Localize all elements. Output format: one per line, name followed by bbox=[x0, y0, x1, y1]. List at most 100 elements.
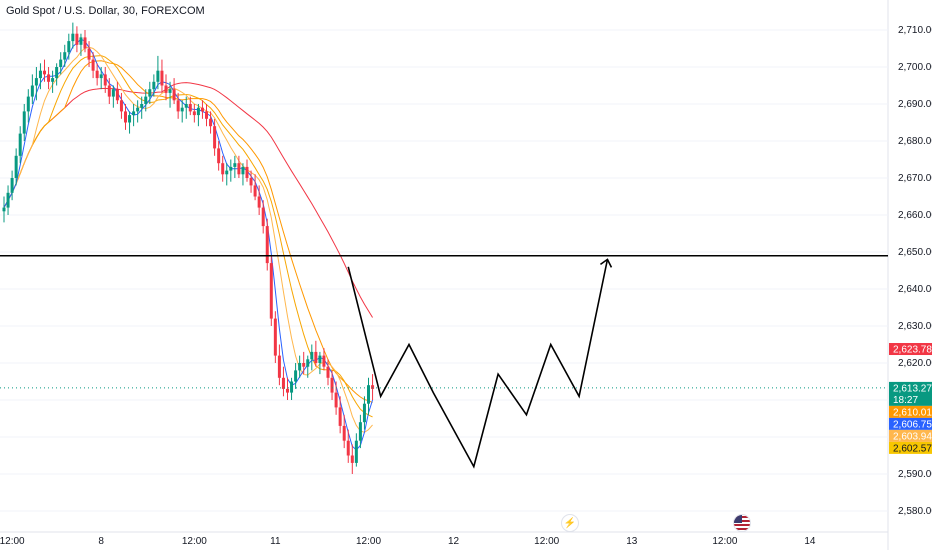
price-badge-label: 2,613.27 bbox=[893, 383, 932, 394]
candle-body bbox=[371, 385, 375, 389]
candle-body bbox=[22, 111, 26, 134]
candle-body bbox=[124, 111, 127, 123]
price-badge-label: 2,610.01 bbox=[893, 407, 932, 418]
candle-body bbox=[168, 89, 172, 93]
candle-body bbox=[277, 355, 281, 378]
price-badge bbox=[889, 405, 932, 418]
x-tick-label: 14 bbox=[804, 536, 816, 547]
price-badge bbox=[889, 381, 932, 406]
candle-body bbox=[310, 351, 314, 360]
y-tick-label: 2,580.00 bbox=[898, 506, 932, 517]
candle-body bbox=[261, 207, 265, 227]
candle-body bbox=[318, 355, 322, 363]
candle-body bbox=[160, 70, 164, 86]
y-tick-label: 2,660.00 bbox=[898, 210, 932, 221]
candle-body bbox=[34, 78, 38, 86]
y-tick-label: 2,620.00 bbox=[898, 358, 932, 369]
y-tick-label: 2,710.00 bbox=[898, 25, 932, 36]
candle-body bbox=[99, 74, 103, 79]
candle-body bbox=[156, 70, 160, 82]
candle-body bbox=[71, 33, 75, 42]
candle-body bbox=[294, 370, 298, 382]
candle-body bbox=[14, 155, 18, 178]
candle-body bbox=[213, 126, 217, 149]
y-tick-label: 2,680.00 bbox=[898, 136, 932, 147]
candle-body bbox=[362, 403, 366, 423]
candle-body bbox=[237, 163, 241, 175]
candle-body bbox=[273, 318, 277, 356]
candle-body bbox=[148, 89, 152, 97]
flash-icon[interactable]: ⚡ bbox=[561, 514, 579, 532]
candle-body bbox=[10, 178, 14, 193]
candle-body bbox=[196, 107, 200, 116]
candle-body bbox=[132, 111, 136, 116]
candle-body bbox=[265, 226, 269, 264]
price-badge bbox=[889, 441, 932, 454]
candle-body bbox=[103, 74, 107, 86]
candle-body bbox=[6, 192, 10, 208]
candle-body bbox=[2, 207, 6, 212]
candle-body bbox=[350, 455, 354, 463]
moving-average-line bbox=[3, 82, 373, 318]
countdown-label: 18:27 bbox=[893, 395, 918, 406]
candle-body bbox=[91, 59, 95, 71]
candle-body bbox=[115, 89, 119, 101]
candle-body bbox=[184, 104, 188, 108]
candle-body bbox=[107, 85, 111, 97]
candle-body bbox=[354, 440, 358, 463]
candle-body bbox=[18, 133, 22, 156]
candle-body bbox=[164, 85, 168, 93]
candle-body bbox=[290, 381, 294, 393]
candle-body bbox=[111, 89, 115, 97]
candle-body bbox=[229, 166, 233, 171]
x-tick-label: 8 bbox=[98, 536, 104, 547]
candle-body bbox=[358, 422, 362, 441]
price-badge bbox=[889, 343, 932, 356]
candle-body bbox=[43, 70, 46, 75]
y-tick-label: 2,640.00 bbox=[898, 284, 932, 295]
x-tick-label: 13 bbox=[626, 536, 638, 547]
candle-body bbox=[75, 33, 79, 45]
candle-body bbox=[128, 115, 132, 123]
x-tick-label: 12:00 bbox=[0, 536, 25, 547]
candle-body bbox=[269, 263, 273, 319]
candle-body bbox=[298, 363, 302, 371]
candle-body bbox=[51, 78, 55, 82]
y-tick-label: 2,630.00 bbox=[898, 321, 932, 332]
moving-average-line bbox=[3, 38, 374, 451]
candle-body bbox=[140, 104, 144, 108]
x-tick-label: 12:00 bbox=[182, 536, 207, 547]
candle-body bbox=[176, 100, 180, 112]
candle-body bbox=[209, 118, 213, 127]
candle-body bbox=[55, 67, 59, 79]
candle-body bbox=[47, 74, 51, 82]
candle-body bbox=[302, 363, 306, 367]
candle-body bbox=[286, 388, 289, 393]
candle-body bbox=[281, 377, 285, 389]
candle-body bbox=[63, 52, 67, 60]
candle-body bbox=[241, 166, 245, 175]
y-tick-label: 2,690.00 bbox=[898, 99, 932, 110]
y-tick-label: 2,590.00 bbox=[898, 469, 932, 480]
us-flag-icon[interactable] bbox=[733, 514, 751, 532]
projection-arrowhead bbox=[599, 258, 613, 268]
candle-body bbox=[334, 392, 338, 408]
candle-body bbox=[30, 85, 34, 97]
candle-body bbox=[200, 107, 204, 112]
x-tick-label: 12:00 bbox=[534, 536, 559, 547]
candle-body bbox=[217, 148, 221, 164]
y-tick-label: 2,700.00 bbox=[898, 62, 932, 73]
candle-body bbox=[119, 100, 123, 112]
candle-body bbox=[314, 351, 318, 363]
x-tick-label: 11 bbox=[270, 536, 281, 547]
candle-body bbox=[87, 48, 91, 60]
candle-body bbox=[367, 385, 370, 404]
candle-body bbox=[221, 163, 225, 175]
price-badge bbox=[889, 417, 932, 430]
candle-body bbox=[38, 70, 42, 79]
x-tick-label: 12:00 bbox=[712, 536, 737, 547]
price-badge-label: 2,602.57 bbox=[893, 443, 932, 454]
candle-body bbox=[188, 104, 192, 112]
candle-body bbox=[326, 366, 330, 378]
